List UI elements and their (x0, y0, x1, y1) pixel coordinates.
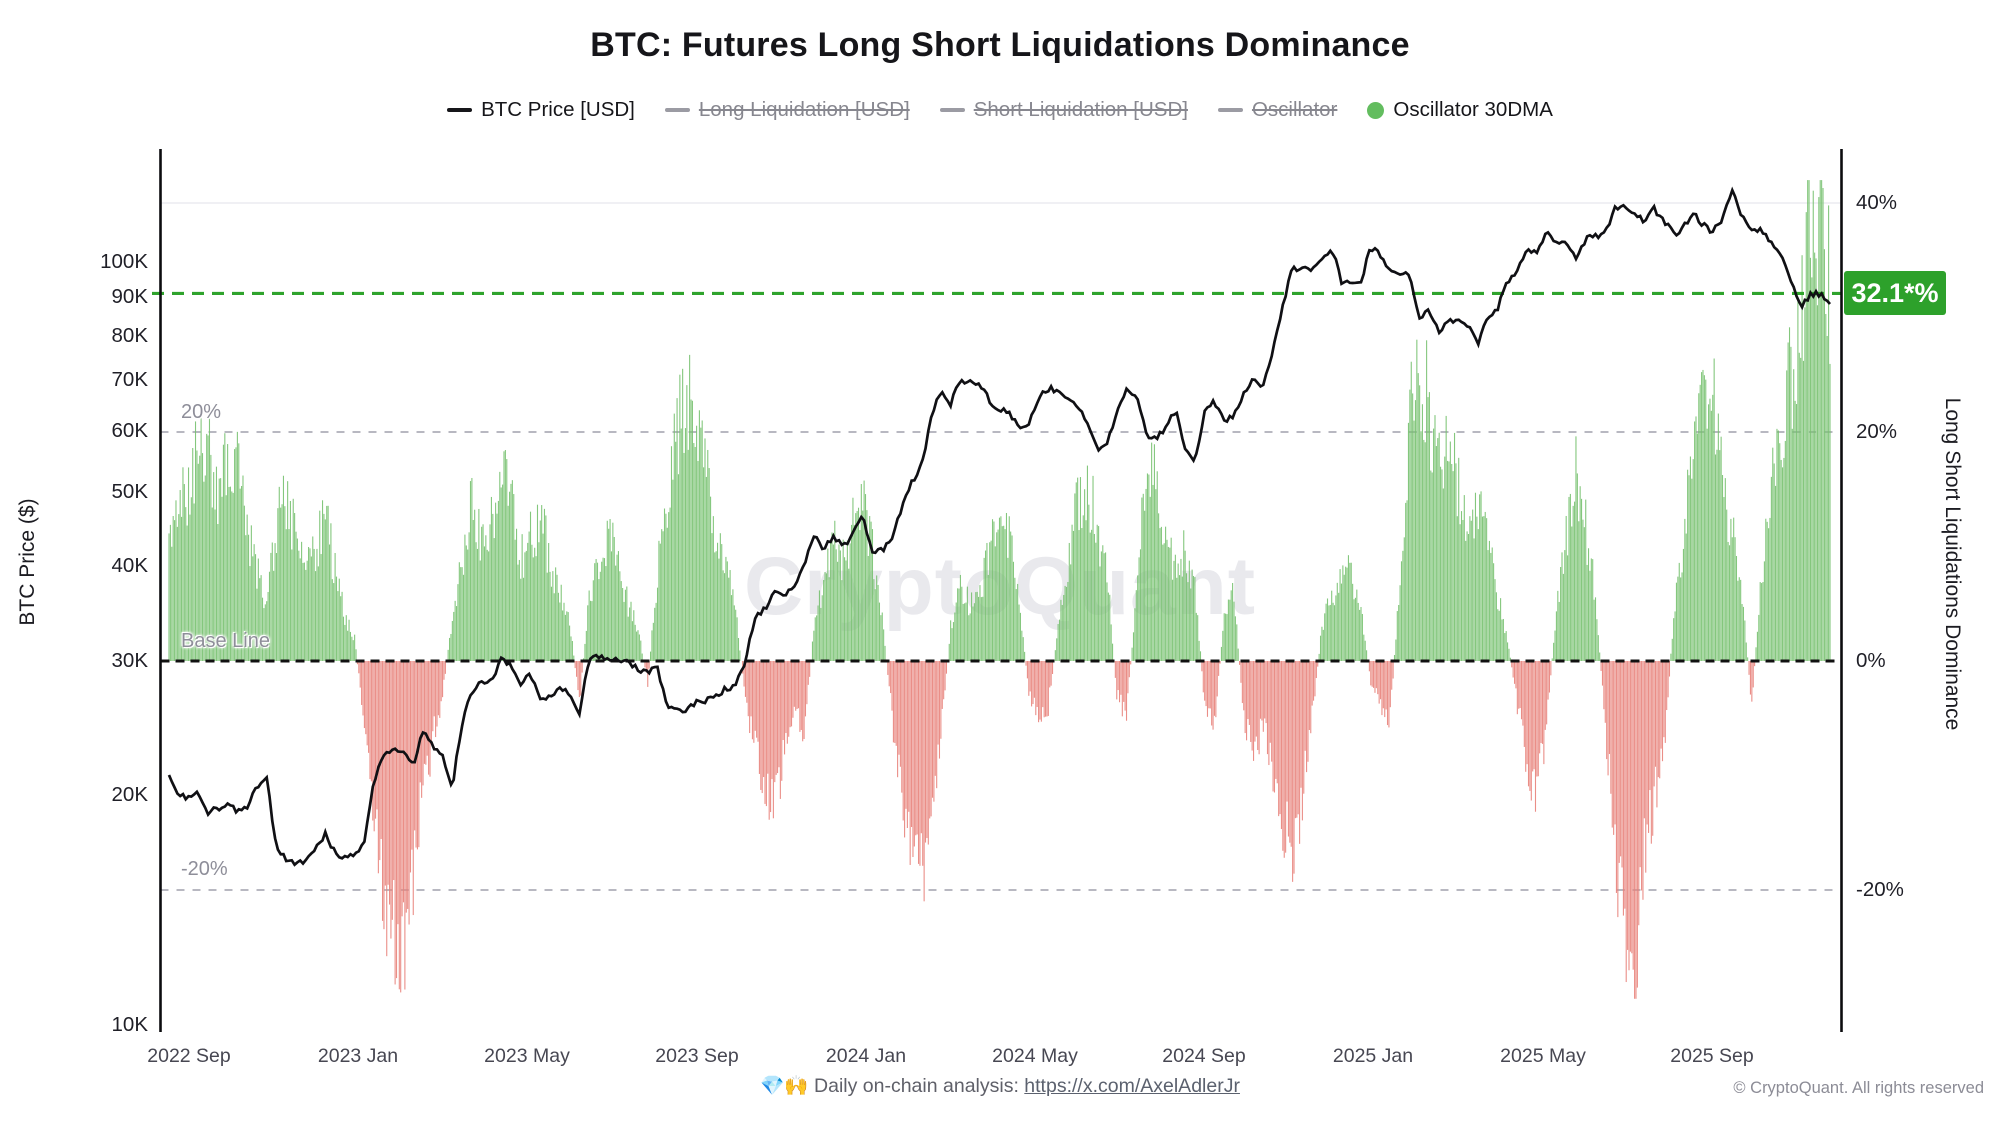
footer-link[interactable]: https://x.com/AxelAdlerJr (1024, 1075, 1240, 1097)
legend-item-label: Short Liquidation [USD] (973, 98, 1188, 121)
legend-line-icon (664, 108, 690, 112)
legend-item-label: Oscillator 30DMA (1393, 98, 1553, 121)
btc-price-line (167, 186, 1832, 867)
legend-item-oscillator[interactable]: Oscillator (1217, 98, 1338, 122)
legend-item-btc-price-usd-[interactable]: BTC Price [USD] (447, 98, 635, 122)
legend-line-icon (939, 108, 965, 112)
legend-line-icon (447, 108, 473, 112)
legend-item-long-liquidation-usd-[interactable]: Long Liquidation [USD] (664, 98, 910, 122)
current-value-badge: 32.1*% (1844, 271, 1946, 315)
legend-item-short-liquidation-usd-[interactable]: Short Liquidation [USD] (939, 98, 1188, 122)
legend-item-label: Long Liquidation [USD] (698, 98, 910, 121)
legend-item-label: Oscillator (1251, 98, 1338, 121)
legend-item-oscillator-30dma[interactable]: Oscillator 30DMA (1367, 98, 1553, 122)
legend-dot-icon (1367, 101, 1385, 119)
oscillator-bars (168, 180, 1831, 999)
legend-item-label: BTC Price [USD] (481, 98, 635, 121)
legend: BTC Price [USD] Long Liquidation [USD] Sho… (0, 98, 2000, 122)
legend-line-icon (1217, 108, 1243, 112)
